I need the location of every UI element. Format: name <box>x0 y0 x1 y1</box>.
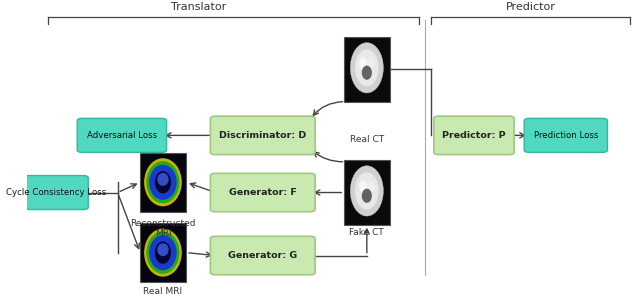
Ellipse shape <box>362 65 372 80</box>
Text: Generator: G: Generator: G <box>228 251 298 260</box>
FancyBboxPatch shape <box>211 173 315 212</box>
Ellipse shape <box>155 242 171 264</box>
Ellipse shape <box>350 166 383 216</box>
Text: Adversarial Loss: Adversarial Loss <box>87 131 157 140</box>
Text: Cycle Consistency Loss: Cycle Consistency Loss <box>6 188 106 197</box>
Ellipse shape <box>366 180 374 193</box>
Text: Predictor: P: Predictor: P <box>442 131 506 140</box>
FancyBboxPatch shape <box>524 118 607 152</box>
Bar <box>140 223 186 282</box>
Text: Translator: Translator <box>171 2 226 12</box>
Ellipse shape <box>144 229 182 277</box>
Ellipse shape <box>157 243 169 256</box>
Text: Discriminator: D: Discriminator: D <box>219 131 307 140</box>
FancyBboxPatch shape <box>434 116 514 155</box>
Text: Reconstructed
MRI: Reconstructed MRI <box>130 219 196 238</box>
FancyBboxPatch shape <box>24 176 88 210</box>
Ellipse shape <box>362 189 372 203</box>
Ellipse shape <box>147 161 179 203</box>
Ellipse shape <box>147 231 179 274</box>
FancyBboxPatch shape <box>211 116 315 155</box>
Text: Real MRI: Real MRI <box>143 287 182 296</box>
Ellipse shape <box>144 158 182 206</box>
Ellipse shape <box>149 165 177 200</box>
Text: Fake CT: Fake CT <box>349 228 384 237</box>
Ellipse shape <box>359 180 367 193</box>
Ellipse shape <box>359 57 367 70</box>
Ellipse shape <box>157 173 169 186</box>
FancyBboxPatch shape <box>77 118 166 152</box>
Ellipse shape <box>155 171 171 193</box>
Bar <box>140 153 186 212</box>
Text: Generator: F: Generator: F <box>229 188 297 197</box>
Text: Predictor: Predictor <box>506 2 556 12</box>
Bar <box>344 160 390 225</box>
Ellipse shape <box>350 43 383 93</box>
FancyBboxPatch shape <box>211 236 315 275</box>
Ellipse shape <box>149 235 177 270</box>
Ellipse shape <box>355 172 379 210</box>
Text: Real CT: Real CT <box>350 135 384 144</box>
Ellipse shape <box>355 49 379 86</box>
Text: Prediction Loss: Prediction Loss <box>534 131 598 140</box>
Ellipse shape <box>366 57 374 70</box>
Bar <box>344 37 390 102</box>
